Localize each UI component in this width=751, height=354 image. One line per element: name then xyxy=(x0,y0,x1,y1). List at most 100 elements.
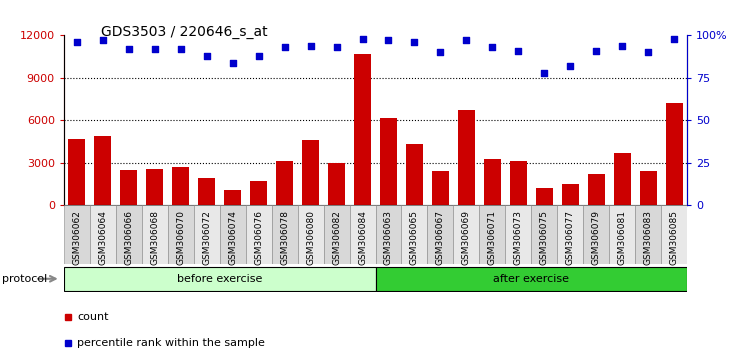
Bar xyxy=(116,205,142,264)
Text: GSM306071: GSM306071 xyxy=(488,210,497,265)
Bar xyxy=(354,54,371,205)
Point xyxy=(434,50,446,55)
Text: before exercise: before exercise xyxy=(177,274,262,284)
Text: GSM306077: GSM306077 xyxy=(566,210,575,265)
Text: GSM306063: GSM306063 xyxy=(384,210,393,265)
Bar xyxy=(68,139,86,205)
Text: GSM306075: GSM306075 xyxy=(540,210,549,265)
Text: protocol: protocol xyxy=(2,274,47,284)
Point xyxy=(642,50,654,55)
Text: GSM306073: GSM306073 xyxy=(514,210,523,265)
Bar xyxy=(328,163,345,205)
FancyBboxPatch shape xyxy=(64,267,376,291)
Bar xyxy=(665,103,683,205)
Text: GSM306082: GSM306082 xyxy=(332,210,341,265)
Point xyxy=(617,43,629,48)
Bar xyxy=(532,205,557,264)
Bar xyxy=(349,205,376,264)
Bar xyxy=(557,205,584,264)
Point xyxy=(460,38,472,43)
Text: GSM306066: GSM306066 xyxy=(124,210,133,265)
Bar xyxy=(172,167,189,205)
Point xyxy=(252,53,264,59)
Bar xyxy=(198,178,215,205)
Bar xyxy=(406,144,423,205)
Text: GSM306078: GSM306078 xyxy=(280,210,289,265)
Text: GSM306076: GSM306076 xyxy=(254,210,263,265)
Bar xyxy=(302,140,319,205)
Bar xyxy=(380,118,397,205)
Point xyxy=(149,46,161,52)
Bar xyxy=(479,205,505,264)
Point xyxy=(330,45,342,50)
Point xyxy=(409,39,421,45)
Text: percentile rank within the sample: percentile rank within the sample xyxy=(77,338,265,348)
Bar xyxy=(250,181,267,205)
Bar xyxy=(402,205,427,264)
Text: count: count xyxy=(77,312,108,322)
Bar xyxy=(454,205,479,264)
Text: GDS3503 / 220646_s_at: GDS3503 / 220646_s_at xyxy=(101,25,268,39)
Bar xyxy=(90,205,116,264)
Bar xyxy=(609,205,635,264)
Bar xyxy=(432,171,449,205)
Point xyxy=(279,45,291,50)
Text: GSM306083: GSM306083 xyxy=(644,210,653,265)
Point xyxy=(382,38,394,43)
FancyBboxPatch shape xyxy=(376,267,687,291)
Bar xyxy=(220,205,246,264)
Point xyxy=(71,39,83,45)
Bar xyxy=(484,159,501,205)
Text: GSM306068: GSM306068 xyxy=(150,210,159,265)
Text: GSM306062: GSM306062 xyxy=(72,210,81,265)
Point xyxy=(487,45,499,50)
Bar xyxy=(225,190,241,205)
Text: GSM306065: GSM306065 xyxy=(410,210,419,265)
Bar xyxy=(458,110,475,205)
Text: GSM306081: GSM306081 xyxy=(618,210,627,265)
Bar xyxy=(95,136,111,205)
Bar xyxy=(64,205,90,264)
Bar xyxy=(588,174,605,205)
Text: GSM306070: GSM306070 xyxy=(176,210,185,265)
Point xyxy=(668,36,680,42)
Bar xyxy=(142,205,167,264)
Text: GSM306069: GSM306069 xyxy=(462,210,471,265)
Bar xyxy=(272,205,297,264)
Text: GSM306080: GSM306080 xyxy=(306,210,315,265)
Point xyxy=(512,48,524,53)
Point xyxy=(227,60,239,65)
Bar xyxy=(661,205,687,264)
Bar xyxy=(562,184,579,205)
Bar xyxy=(246,205,272,264)
Bar xyxy=(536,188,553,205)
Bar xyxy=(276,161,293,205)
Text: after exercise: after exercise xyxy=(493,274,569,284)
Text: GSM306067: GSM306067 xyxy=(436,210,445,265)
Text: GSM306074: GSM306074 xyxy=(228,210,237,265)
Point xyxy=(357,36,369,42)
Text: GSM306085: GSM306085 xyxy=(670,210,679,265)
Point xyxy=(122,46,134,52)
Point xyxy=(590,48,602,53)
Bar xyxy=(167,205,194,264)
Point xyxy=(201,53,213,59)
Bar xyxy=(146,169,163,205)
Bar xyxy=(194,205,220,264)
Bar xyxy=(640,171,656,205)
Bar xyxy=(324,205,349,264)
Bar xyxy=(584,205,609,264)
Point xyxy=(564,63,576,69)
Bar xyxy=(510,161,526,205)
Bar xyxy=(427,205,454,264)
Text: GSM306064: GSM306064 xyxy=(98,210,107,265)
Bar xyxy=(376,205,402,264)
Text: GSM306084: GSM306084 xyxy=(358,210,367,265)
Bar xyxy=(505,205,532,264)
Point xyxy=(175,46,187,52)
Text: GSM306072: GSM306072 xyxy=(202,210,211,265)
Point xyxy=(538,70,550,76)
Point xyxy=(97,38,109,43)
Bar xyxy=(635,205,661,264)
Text: GSM306079: GSM306079 xyxy=(592,210,601,265)
